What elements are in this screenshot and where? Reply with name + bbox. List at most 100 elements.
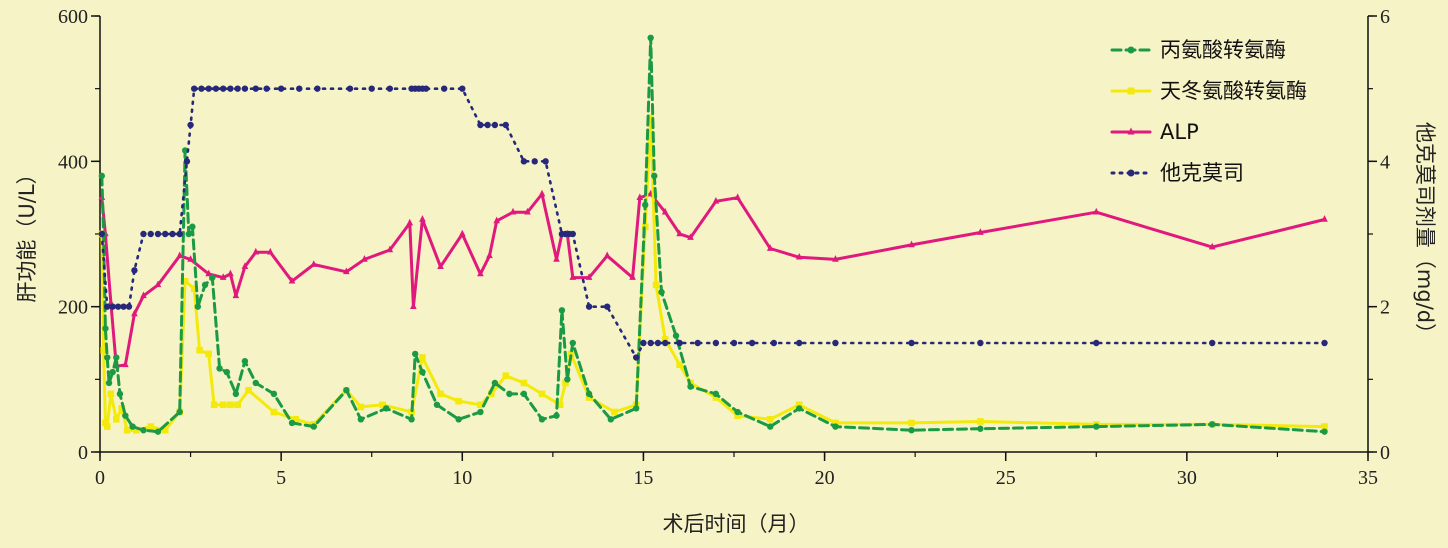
series-0-point <box>585 390 593 398</box>
y-axis-right-title: 他克莫司剂量（mg/d） <box>1413 122 1437 344</box>
x-axis-title: 术后时间（月） <box>663 512 810 536</box>
series-3-point <box>654 339 662 347</box>
series-1-point <box>520 379 528 387</box>
series-0-point <box>734 408 741 416</box>
series-3-point <box>386 85 394 92</box>
series-0-point <box>564 376 571 383</box>
series-1-point <box>210 401 218 409</box>
legend-item-3: 他克莫司 <box>1110 161 1244 185</box>
series-0-point <box>109 368 116 376</box>
series-1-point <box>357 403 365 411</box>
series-0-point <box>455 416 462 423</box>
series-0-point <box>232 390 240 398</box>
series-0-point <box>658 288 665 296</box>
series-0-point <box>419 368 426 376</box>
series-3-point <box>632 354 640 361</box>
series-2-point <box>131 309 138 317</box>
series-0-point <box>767 423 774 430</box>
series-3-point <box>796 339 803 347</box>
series-3-point <box>604 303 611 310</box>
series-0-point <box>477 408 484 416</box>
series-0-point <box>288 419 296 427</box>
series-2-point <box>977 228 984 235</box>
series-0-point <box>189 223 196 230</box>
series-3-point <box>198 85 205 92</box>
series-2-point <box>219 273 227 280</box>
series-3-point <box>147 230 154 238</box>
legend-item-1-label: 天冬氨酸转氨酶 <box>1160 79 1307 103</box>
series-3-point <box>169 230 176 238</box>
series-2-point <box>437 262 444 269</box>
series-3-point <box>730 339 738 347</box>
series-0-point <box>104 354 111 361</box>
x-tick-label: 15 <box>633 467 653 489</box>
series-3-point <box>346 85 354 92</box>
series-1-point <box>567 350 575 358</box>
series-0-point <box>1093 423 1100 430</box>
series-2-point <box>908 240 915 248</box>
series-0-point <box>357 416 365 423</box>
series-3-point <box>140 230 147 238</box>
series-1-point <box>113 416 120 423</box>
series-1-point <box>102 419 109 427</box>
series-3-point <box>520 158 528 165</box>
series-0-point <box>1321 428 1328 435</box>
series-3-point <box>120 303 127 310</box>
series-3-point <box>1321 339 1328 347</box>
series-0-point <box>569 339 576 347</box>
series-1-point <box>245 386 252 394</box>
series-3-point <box>640 339 647 347</box>
legend-item-0: 丙氨酸转氨酶 <box>1110 38 1286 62</box>
series-1-point <box>585 394 593 401</box>
series-3-point <box>1093 339 1100 347</box>
series-3-point <box>314 85 321 92</box>
series-3-point <box>109 303 116 310</box>
series-0-point <box>553 412 560 419</box>
x-tick-label: 5 <box>276 467 286 489</box>
legend-item-3-label: 他克莫司 <box>1160 161 1244 185</box>
series-1-point <box>190 285 198 292</box>
series-1-point <box>118 405 126 412</box>
series-2-point <box>1092 207 1100 215</box>
series-0-point <box>102 325 109 332</box>
series-2-point <box>154 280 162 288</box>
y-right-tick-label: 6 <box>1380 6 1390 28</box>
series-0-point <box>642 201 649 209</box>
legend-item-2-label: ALP <box>1160 120 1199 144</box>
series-2-point <box>553 255 560 262</box>
series-1-point <box>161 426 169 434</box>
series-2-point <box>458 229 466 237</box>
series-3-point <box>114 303 122 310</box>
series-3-point <box>832 339 839 347</box>
series-2-point <box>629 273 636 280</box>
series-2-point <box>232 291 240 299</box>
series-3-point <box>908 339 915 347</box>
series-3-point <box>1209 339 1216 347</box>
series-0-point <box>241 357 249 365</box>
x-tick-label: 35 <box>1358 467 1378 489</box>
series-2-point <box>205 269 212 277</box>
series-1-point <box>641 223 649 231</box>
series-0-point <box>116 390 124 398</box>
series-2-point <box>603 251 611 259</box>
series-1-point <box>734 412 741 419</box>
series-3-point <box>770 339 778 347</box>
series-1-point <box>292 416 299 423</box>
series-0-point <box>140 427 147 434</box>
series-2-point <box>712 197 720 204</box>
series-3-point <box>183 158 191 165</box>
series-1-point <box>661 336 669 343</box>
series-2-point <box>140 291 147 299</box>
series-0-point <box>216 365 223 372</box>
series-0-point <box>209 274 216 281</box>
series-1-point <box>196 346 203 354</box>
series-0-point <box>1209 421 1216 428</box>
legend-item-2: ALP <box>1110 120 1199 144</box>
series-3 <box>98 85 1328 361</box>
series-1-point <box>205 350 212 358</box>
series-3-point <box>585 303 593 310</box>
y-right-tick-label: 2 <box>1380 297 1390 319</box>
series-1-point <box>419 354 426 361</box>
series-0-point <box>712 390 720 398</box>
